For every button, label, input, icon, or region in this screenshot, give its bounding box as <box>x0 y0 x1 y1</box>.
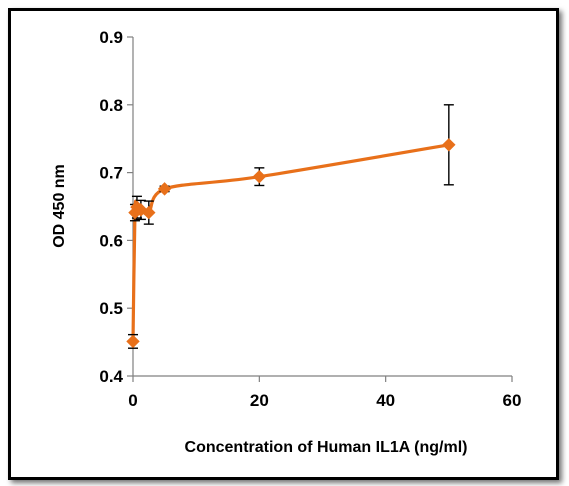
y-tick-label: 0.9 <box>99 28 123 47</box>
y-tick-label: 0.4 <box>99 367 123 386</box>
x-tick-label: 40 <box>376 391 395 410</box>
y-tick-label: 0.8 <box>99 96 123 115</box>
data-point <box>157 182 172 196</box>
y-tick-label: 0.5 <box>99 299 123 318</box>
y-tick-label: 0.6 <box>99 231 123 250</box>
data-point <box>252 169 267 184</box>
axes <box>132 37 512 377</box>
x-tick-label: 60 <box>503 391 522 410</box>
y-tick-label: 0.7 <box>99 164 123 183</box>
series-group <box>126 104 456 349</box>
x-axis-title: Concentration of Human IL1A (ng/ml) <box>185 439 468 456</box>
x-ticks: 0 20 40 60 <box>128 376 521 410</box>
x-tick-label: 0 <box>128 391 137 410</box>
data-point <box>142 205 156 220</box>
y-axis-title: OD 450 nm <box>51 164 68 248</box>
data-point <box>442 138 456 152</box>
x-tick-label: 20 <box>250 391 269 410</box>
chart-frame <box>8 8 559 480</box>
series-line <box>131 143 450 342</box>
data-point <box>126 334 140 349</box>
y-ticks: 0.4 0.5 0.6 0.7 0.8 0.9 <box>99 28 133 386</box>
